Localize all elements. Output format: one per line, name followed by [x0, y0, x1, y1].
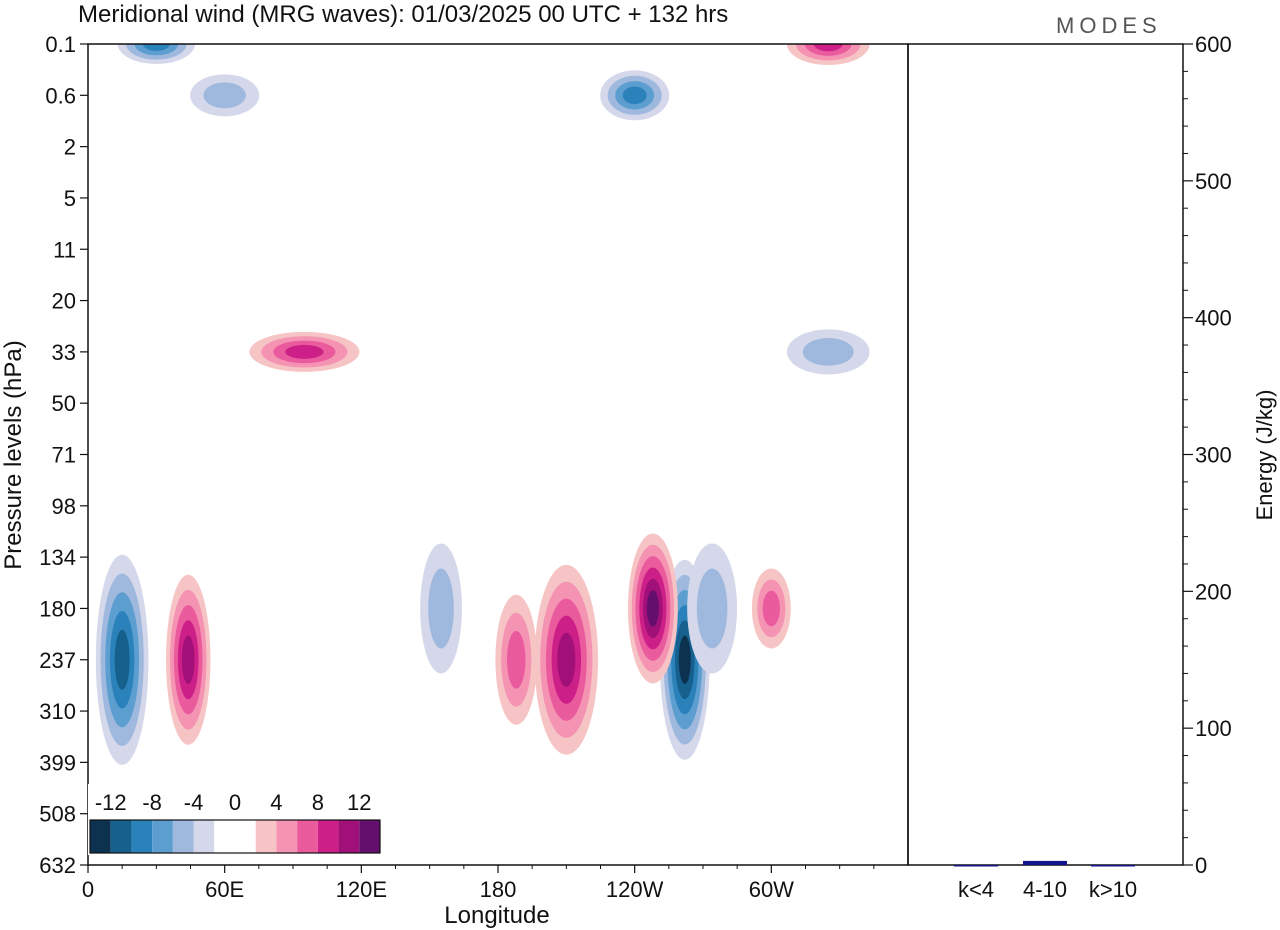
x-tick-label: 60E — [205, 877, 244, 902]
x-tick-label: 60W — [749, 877, 794, 902]
colorbar-swatch — [255, 820, 277, 853]
heatmap-contour — [762, 590, 780, 627]
energy-tick-label: 400 — [1195, 306, 1232, 331]
brand-logo: MODES — [1056, 13, 1162, 38]
colorbar-swatch — [235, 820, 256, 853]
heatmap-contour — [506, 630, 526, 689]
energy-category-label: 4-10 — [1023, 877, 1067, 902]
heatmap-field — [88, 44, 908, 865]
heatmap-contour — [678, 635, 691, 684]
colorbar-swatch — [110, 820, 132, 853]
colorbar-swatch — [152, 820, 173, 853]
colorbar-tick-label: -4 — [184, 790, 204, 815]
pressure-axis: 0.1 0.6 2 5 11 20 33 50 71 98 134 180 237 310 399 508 63… — [39, 32, 88, 878]
colorbar-swatch — [90, 820, 111, 853]
heatmap-background — [88, 44, 908, 865]
colorbar-swatch — [317, 820, 339, 853]
y-tick-label: 33 — [52, 340, 76, 365]
heatmap-contour — [646, 590, 659, 627]
heatmap-contour — [285, 344, 324, 359]
heatmap-contour — [142, 44, 170, 51]
energy-bar — [1091, 865, 1135, 867]
energy-tick-label: 100 — [1195, 716, 1232, 741]
y-tick-label: 5 — [64, 186, 76, 211]
energy-tick-label: 200 — [1195, 579, 1232, 604]
energy-bar — [954, 865, 998, 867]
y-tick-label: 71 — [52, 443, 76, 468]
x-tick-label: 0 — [82, 877, 94, 902]
heatmap-contour — [428, 568, 454, 649]
energy-category-label: k<4 — [958, 877, 994, 902]
y-tick-label: 98 — [52, 494, 76, 519]
colorbar-swatch — [172, 820, 194, 853]
y-tick-label: 0.6 — [45, 83, 76, 108]
colorbar-frame — [89, 819, 381, 854]
energy-axis: 0 100 200 300 400 500 600 — [1183, 32, 1232, 878]
heatmap-contour — [557, 632, 576, 687]
colorbar-swatch — [359, 820, 380, 853]
x-tick-label: 180 — [480, 877, 517, 902]
x-axis-label: Longitude — [444, 902, 549, 929]
colorbar-swatch — [297, 820, 318, 853]
y-tick-label: 180 — [39, 596, 76, 621]
y-tick-label: 632 — [39, 853, 76, 878]
heatmap-contour — [181, 635, 195, 685]
colorbar-swatch — [193, 820, 215, 853]
colorbar-tick-label: 4 — [270, 790, 282, 815]
y-tick-label: 237 — [39, 648, 76, 673]
colorbar-swatch — [276, 820, 298, 853]
energy-category-label: k>10 — [1089, 877, 1137, 902]
energy-tick-label: 300 — [1195, 443, 1232, 468]
chart-title: Meridional wind (MRG waves): 01/03/2025 … — [78, 1, 728, 28]
longitude-axis: 0 60E 120E 180 120W 60W — [82, 865, 875, 902]
y-tick-label: 11 — [53, 237, 76, 262]
energy-bars: k<4 4-10 k>10 — [954, 860, 1137, 902]
heatmap-contour — [203, 82, 246, 109]
y-axis-label: Pressure levels (hPa) — [0, 340, 27, 569]
energy-tick-label: 0 — [1195, 853, 1207, 878]
y-tick-label: 508 — [39, 802, 76, 827]
heatmap-contour — [813, 44, 843, 52]
y-tick-label: 134 — [39, 545, 76, 570]
colorbar-tick-label: -12 — [95, 790, 127, 815]
colorbar-tick-label: 0 — [229, 790, 241, 815]
x-tick-label: 120W — [606, 877, 664, 902]
colorbar-swatch — [214, 820, 235, 853]
energy-tick-label: 500 — [1195, 169, 1232, 194]
energy-bar — [1023, 860, 1067, 865]
y-tick-label: 2 — [64, 135, 76, 160]
heatmap-contour — [696, 568, 728, 649]
colorbar-tick-label: 12 — [347, 790, 371, 815]
energy-frame — [907, 43, 1184, 866]
y-tick-label: 310 — [39, 699, 76, 724]
heatmap-contour — [622, 86, 647, 105]
energy-axis-label: Energy (J/kg) — [1252, 390, 1277, 521]
y-tick-label: 50 — [52, 391, 76, 416]
heatmap-contour — [802, 338, 854, 366]
y-tick-label: 0.1 — [45, 32, 76, 57]
x-tick-label: 120E — [336, 877, 387, 902]
colorbar-swatch — [338, 820, 360, 853]
colorbar: -12 -8 -4 0 4 8 12 — [88, 784, 382, 855]
y-tick-label: 399 — [39, 750, 76, 775]
colorbar-tick-label: 8 — [312, 790, 324, 815]
heatmap-contour — [114, 629, 130, 690]
energy-tick-label: 600 — [1195, 32, 1232, 57]
colorbar-swatch — [131, 820, 153, 853]
colorbar-tick-label: -8 — [142, 790, 162, 815]
y-tick-label: 20 — [52, 289, 76, 314]
